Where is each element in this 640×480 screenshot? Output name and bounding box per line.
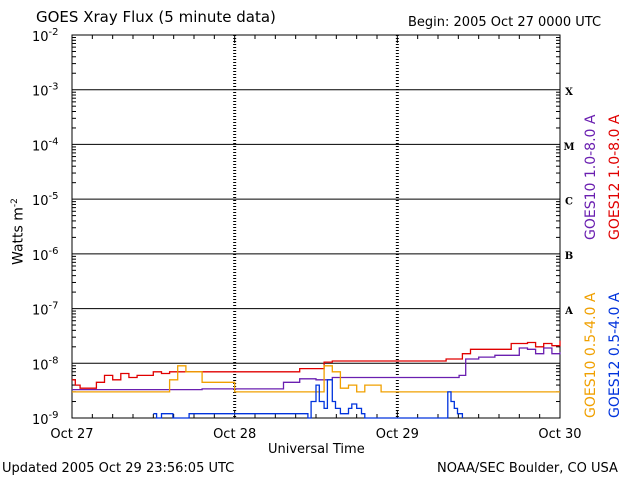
legend-goes12-short: GOES12 0.5-4.0 A xyxy=(607,292,623,418)
x-tick-label: Oct 30 xyxy=(538,427,581,442)
legend-goes10-long: GOES10 1.0-8.0 A xyxy=(583,114,599,240)
y-tick-label: 10-8 xyxy=(32,355,59,373)
footer-source: NOAA/SEC Boulder, CO USA xyxy=(437,461,618,476)
y-tick-label: 10-2 xyxy=(32,27,59,45)
flare-class-label: C xyxy=(565,197,573,208)
flare-class-label: M xyxy=(563,142,574,153)
flare-class-label: A xyxy=(564,306,573,317)
y-tick-label: 10-7 xyxy=(32,301,59,319)
y-tick-label: 10-3 xyxy=(32,82,59,100)
y-tick-label: 10-6 xyxy=(32,246,59,264)
series-line-1 xyxy=(72,347,561,391)
begin-label: Begin: 2005 Oct 27 0000 UTC xyxy=(408,15,602,30)
series-line-0 xyxy=(72,340,561,389)
y-tick-label: 10-5 xyxy=(32,191,59,209)
flare-class-label: B xyxy=(565,251,573,262)
flare-class-label: X xyxy=(565,87,573,98)
y-tick-label: 10-4 xyxy=(32,136,59,154)
legend-goes10-short: GOES10 0.5-4.0 A xyxy=(583,292,599,418)
y-axis-label: Watts m-2 xyxy=(10,198,27,265)
x-axis-label: Universal Time xyxy=(268,442,365,457)
series-line-2 xyxy=(72,365,560,393)
footer-updated: Updated 2005 Oct 29 23:56:05 UTC xyxy=(2,461,235,476)
x-tick-label: Oct 27 xyxy=(50,427,93,442)
legend-goes12-long: GOES12 1.0-8.0 A xyxy=(607,114,623,240)
x-tick-label: Oct 29 xyxy=(376,427,419,442)
x-tick-label: Oct 28 xyxy=(213,427,256,442)
chart-title: GOES Xray Flux (5 minute data) xyxy=(36,8,276,26)
y-tick-label: 10-9 xyxy=(32,410,59,428)
series-line-3 xyxy=(153,379,464,419)
plot-frame xyxy=(71,34,561,419)
